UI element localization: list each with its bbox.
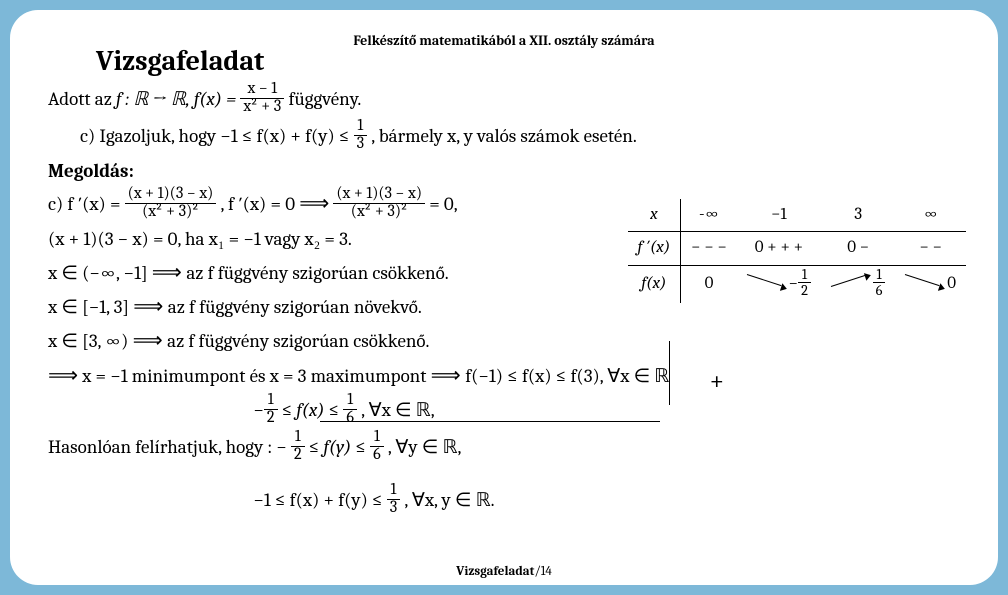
- slide: Felkészítő matematikából a XII. osztály …: [10, 10, 998, 585]
- plus-icon: +: [710, 361, 724, 401]
- deriv-frac2: (x + 1)(3 − x) (x² + 3)²: [333, 186, 425, 221]
- deriv-mid: , f ′(x) = 0: [220, 193, 295, 215]
- given-prefix: Adott az: [48, 88, 116, 110]
- arrow-down-icon: [747, 274, 785, 288]
- table-row: f ′(x) − − − 0 + + + 0 − − −: [628, 232, 966, 265]
- arrow-up-icon: [831, 274, 869, 288]
- footer-title: Vizsgafeladat: [456, 564, 534, 579]
- implies-icon: ⟹: [299, 192, 329, 216]
- footer-page: /14: [534, 564, 551, 579]
- given-map: f : ℝ → ℝ, f(x) =: [116, 88, 236, 110]
- implies-icon: ⟹: [133, 295, 168, 319]
- mono-3: x ∈ [3, ∞) ⟹ az f függvény szigorúan csö…: [48, 325, 960, 357]
- table-row: f(x) 0 −12 16 0: [628, 265, 966, 303]
- arrow-down-icon: [905, 274, 943, 288]
- part-c-statement: c) Igazoljuk, hogy −1 ≤ f(x) + f(y) ≤ 1 …: [48, 120, 960, 155]
- given-line: Adott az f : ℝ → ℝ, f(x) = x − 1 x² + 3 …: [48, 83, 960, 118]
- solution-label: Megoldás:: [48, 157, 960, 186]
- given-fraction: x − 1 x² + 3: [240, 81, 284, 116]
- given-suffix: függvény.: [288, 88, 361, 110]
- implies-icon: ⟹: [48, 364, 78, 388]
- implies-icon: ⟹: [431, 364, 466, 388]
- partc-ineq: −1 ≤ f(x) + f(y) ≤: [220, 125, 349, 147]
- bound-x-line: −12 ≤ f(x) ≤ 16 , ∀x ∈ ℝ,: [48, 394, 960, 429]
- partc-frac: 1 3: [354, 118, 367, 153]
- implies-icon: ⟹: [152, 261, 187, 285]
- addition-vline: [669, 341, 670, 405]
- title: Vizsgafeladat: [96, 45, 960, 77]
- partc-label: c) Igazoljuk, hogy: [80, 125, 220, 147]
- minmax-line: ⟹ x = −1 minimumpont és x = 3 maximumpon…: [48, 360, 960, 392]
- final-line: −1 ≤ f(x) + f(y) ≤ 13 , ∀x, y ∈ ℝ.: [48, 484, 960, 519]
- bound-y-line: Hasonlóan felírhatjuk, hogy : − 12 ≤ f(y…: [48, 431, 960, 466]
- deriv-frac: (x + 1)(3 − x) (x² + 3)²: [125, 186, 217, 221]
- partc-tail: , bármely x, y valós számok esetén.: [371, 125, 637, 147]
- footer: Vizsgafeladat/14: [10, 564, 998, 579]
- implies-icon: ⟹: [133, 329, 168, 353]
- frac-den: x² + 3: [240, 99, 284, 116]
- sum-rule-line: [320, 421, 660, 422]
- deriv-tail: = 0,: [429, 193, 457, 215]
- table-row: x -∞ −1 3 ∞: [628, 199, 966, 232]
- sign-table: x -∞ −1 3 ∞ f ′(x) − − − 0 + + + 0 − − −…: [628, 199, 966, 303]
- deriv-label: c) f ′(x) =: [48, 193, 120, 215]
- content: Adott az f : ℝ → ℝ, f(x) = x − 1 x² + 3 …: [48, 83, 960, 519]
